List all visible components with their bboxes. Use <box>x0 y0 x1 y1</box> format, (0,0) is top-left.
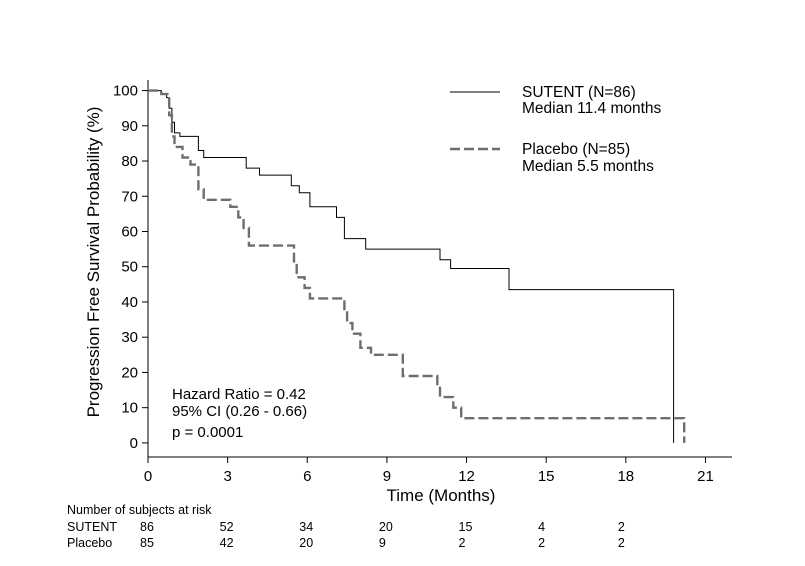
y-tick-label: 30 <box>121 329 138 346</box>
survival-curve-placebo <box>148 89 686 443</box>
y-tick-label: 100 <box>113 83 138 100</box>
risk-count-sutent: 34 <box>299 520 314 534</box>
x-tick-label: 18 <box>617 468 634 485</box>
risk-count-placebo: 2 <box>458 536 466 550</box>
x-tick-label: 0 <box>144 468 152 485</box>
risk-row-label-sutent: SUTENT <box>67 520 117 534</box>
x-tick-label: 12 <box>458 468 475 485</box>
y-tick-label: 40 <box>121 294 138 311</box>
risk-count-placebo: 2 <box>617 536 625 550</box>
risk-count-placebo: 42 <box>219 536 234 550</box>
risk-count-placebo: 85 <box>140 536 154 550</box>
risk-count-sutent: 86 <box>140 520 154 534</box>
survival-curve-sutent <box>148 90 675 443</box>
y-tick-label: 0 <box>130 435 138 452</box>
risk-count-placebo: 20 <box>299 536 314 550</box>
risk-count-sutent: 20 <box>378 520 393 534</box>
x-tick-label: 3 <box>223 468 231 485</box>
y-tick-label: 70 <box>121 188 138 205</box>
y-axis-title: Progression Free Survival Probability (%… <box>84 107 103 418</box>
axes: 0 3 6 9 12 15 18 21 0 10 20 30 40 50 60 70 80 90 100 <box>113 80 732 485</box>
y-tick-label: 20 <box>121 364 138 381</box>
risk-count-sutent: 2 <box>617 520 625 534</box>
risk-count-sutent: 52 <box>219 520 234 534</box>
series-group <box>148 89 686 443</box>
legend: SUTENT (N=86) Median 11.4 months Placebo… <box>450 84 662 175</box>
y-tick-label: 10 <box>121 400 138 417</box>
p-value-text: p = 0.0001 <box>172 424 243 441</box>
x-axis-title: Time (Months) <box>387 486 496 505</box>
y-tick-label: 80 <box>121 153 138 170</box>
x-tick-label: 21 <box>697 468 714 485</box>
ci-text: 95% CI (0.26 - 0.66) <box>172 403 307 420</box>
legend-label-placebo: Placebo (N=85) <box>522 141 630 158</box>
risk-table-header: Number of subjects at risk <box>67 503 212 517</box>
x-tick-label: 9 <box>383 468 391 485</box>
legend-label-sutent: SUTENT (N=86) <box>522 84 636 101</box>
risk-count-sutent: 4 <box>538 520 546 534</box>
risk-count-sutent: 15 <box>458 520 473 534</box>
y-tick-label: 50 <box>121 259 138 276</box>
x-tick-label: 15 <box>538 468 555 485</box>
x-tick-label: 6 <box>303 468 311 485</box>
legend-median-sutent: Median 11.4 months <box>522 100 662 117</box>
hazard-ratio-text: Hazard Ratio = 0.42 <box>172 386 306 403</box>
risk-count-placebo: 2 <box>538 536 546 550</box>
risk-row-label-placebo: Placebo <box>67 536 113 550</box>
y-tick-label: 90 <box>121 118 138 135</box>
risk-count-placebo: 9 <box>378 536 386 550</box>
y-tick-label: 60 <box>121 224 138 241</box>
legend-median-placebo: Median 5.5 months <box>522 158 654 175</box>
stats-annotation: Hazard Ratio = 0.42 95% CI (0.26 - 0.66)… <box>172 386 307 441</box>
